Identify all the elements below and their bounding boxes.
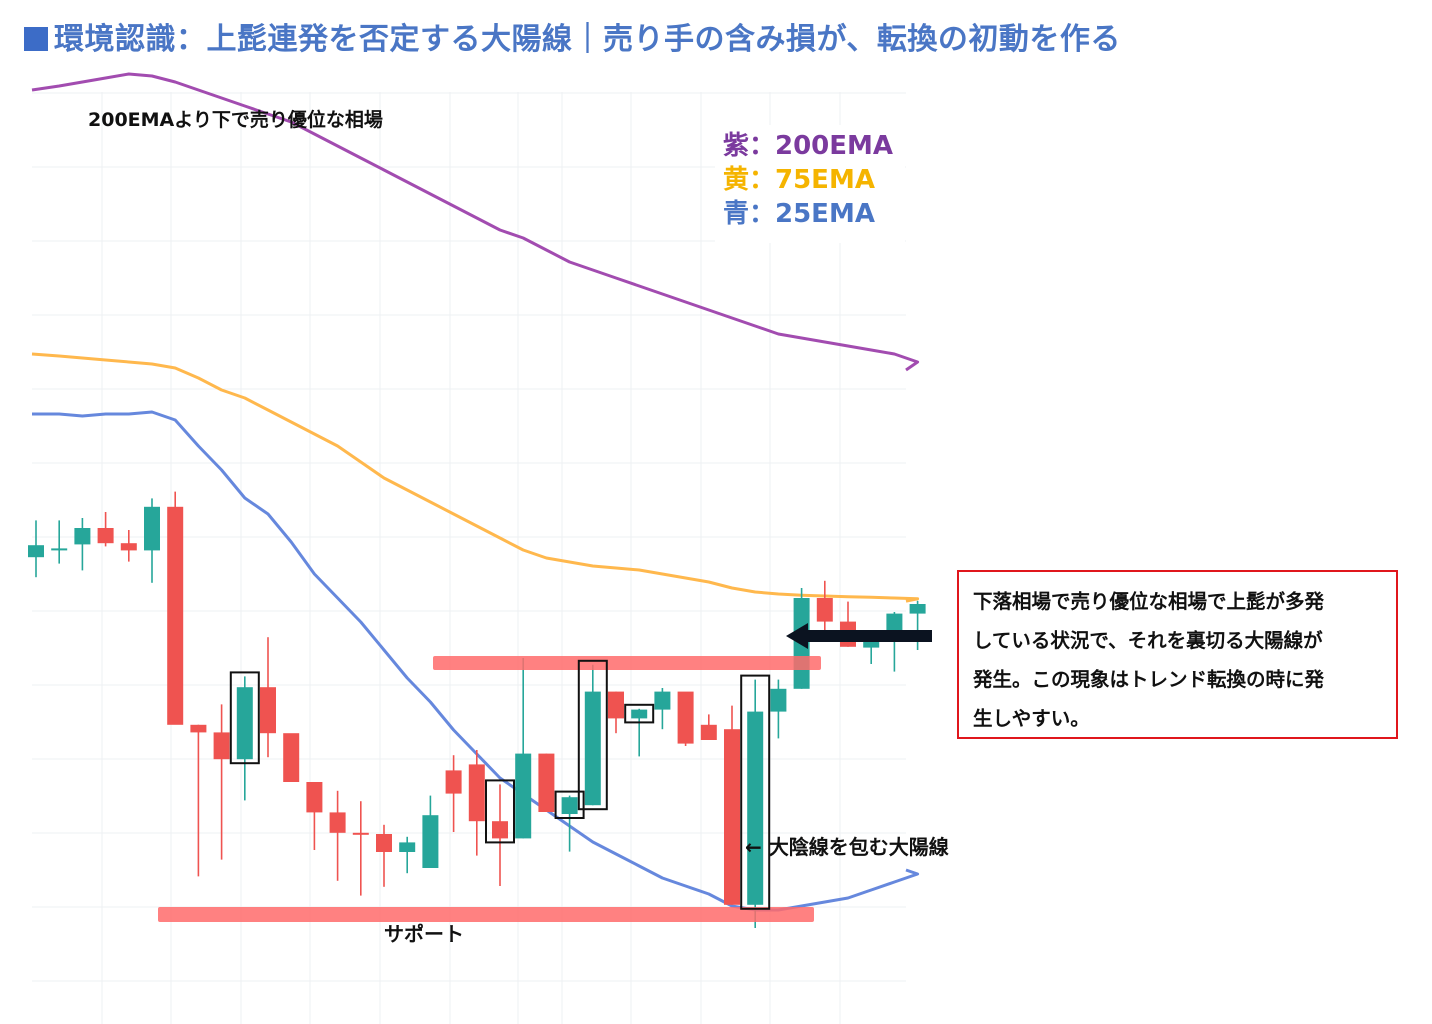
- candle-body-1: [51, 548, 68, 551]
- highlight-box-0: [229, 671, 260, 765]
- candle-body-30: [724, 729, 740, 905]
- candle-body-36: [863, 638, 880, 648]
- candle-body-12: [306, 782, 323, 813]
- candle-body-7: [190, 724, 207, 733]
- candle-body-34: [816, 598, 833, 622]
- note-line-3: 発生。この現象はトレンド転換の時に発: [973, 668, 1325, 691]
- support-label: サポート: [384, 922, 464, 946]
- candle-body-29: [700, 724, 717, 740]
- note-line-2: している状況で、それを裏切る大陽線が: [973, 629, 1323, 652]
- highlight-box-2: [554, 790, 585, 819]
- candle-body-8: [213, 732, 230, 760]
- ema200-line: [31, 72, 920, 372]
- candle-body-20: [492, 821, 508, 839]
- note-line-4: 生しやすい。: [973, 707, 1090, 730]
- legend-entry-0: 紫：200EMA: [723, 131, 893, 161]
- candle-body-14: [352, 832, 369, 835]
- candle-body-11: [283, 733, 300, 782]
- candle-body-26: [631, 709, 648, 719]
- square-bullet-icon: [24, 27, 48, 51]
- candle-body-17: [422, 815, 439, 868]
- candle-body-5: [144, 506, 160, 551]
- resistance-zone: [433, 656, 821, 670]
- candle-body-15: [376, 834, 392, 852]
- page-title: 環境認識：上髭連発を否定する大陽線｜売り手の含み損が、転換の初動を作る: [24, 14, 1121, 58]
- candle-body-31: [747, 711, 764, 905]
- candle-body-21: [515, 753, 532, 839]
- candle-body-23: [561, 797, 578, 814]
- support-zone: [158, 907, 814, 922]
- highlight-box-3: [577, 659, 608, 811]
- candle-body-0: [28, 545, 44, 558]
- candle-body-13: [329, 812, 346, 833]
- legend-entry-2: 青：25EMA: [723, 199, 875, 229]
- candle-body-28: [677, 691, 694, 744]
- legend-entry-1: 黄：75EMA: [723, 165, 875, 195]
- highlight-box-5: [740, 674, 771, 910]
- candle-body-4: [120, 543, 137, 551]
- candle-body-25: [608, 691, 624, 719]
- candle-body-10: [260, 687, 276, 734]
- engulfing-label: ← 大陰線を包む大陽線: [745, 835, 949, 859]
- arrow-head-icon: [786, 623, 808, 649]
- highlight-box-1: [485, 779, 515, 844]
- page-title-text: 環境認識：上髭連発を否定する大陽線｜売り手の含み損が、転換の初動を作る: [54, 22, 1121, 57]
- candle-body-16: [399, 842, 416, 852]
- candle-body-6: [167, 506, 184, 725]
- highlight-box-4: [624, 703, 655, 724]
- annotation-note-box: 下落相場で売り優位な相場で上髭が多発 している状況で、それを裏切る大陽線が 発生…: [957, 570, 1398, 739]
- ema75-line: [31, 352, 920, 603]
- candle-body-32: [770, 688, 787, 712]
- candle-body-27: [654, 691, 671, 710]
- candle-body-3: [97, 528, 114, 544]
- legend-background: [715, 125, 905, 243]
- candle-body-9: [236, 687, 253, 760]
- context-label: 200EMAより下で売り優位な相場: [88, 108, 383, 131]
- candle-body-24: [584, 691, 601, 806]
- candle-body-19: [468, 764, 485, 822]
- candle-body-38: [909, 604, 926, 614]
- note-line-1: 下落相場で売り優位な相場で上髭が多発: [973, 590, 1325, 613]
- candle-body-2: [74, 528, 91, 545]
- arrow-shaft: [806, 630, 932, 642]
- candle-body-18: [445, 770, 462, 794]
- candle-body-22: [538, 753, 555, 812]
